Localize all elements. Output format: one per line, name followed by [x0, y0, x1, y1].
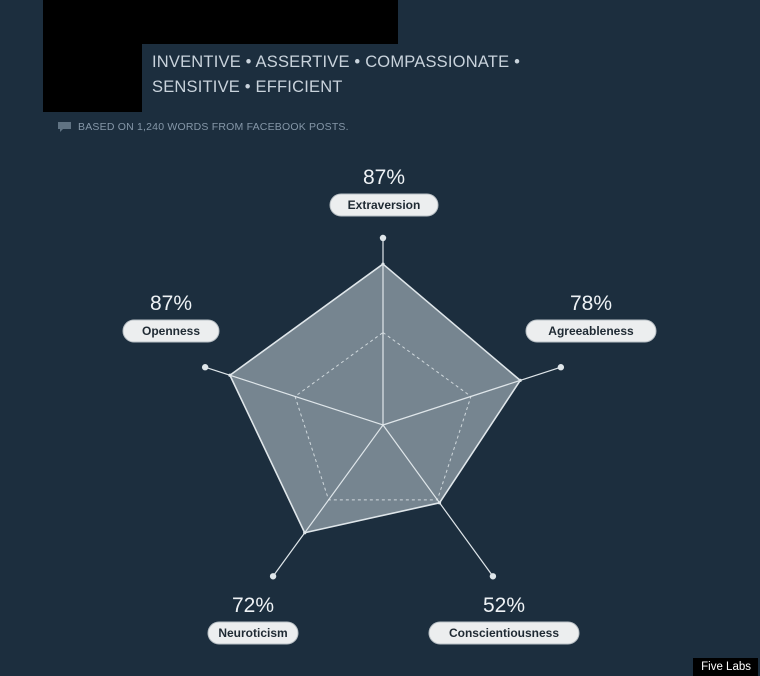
data-point	[381, 262, 385, 266]
data-area	[229, 263, 522, 534]
category-label: Agreeableness	[548, 324, 634, 338]
source-note: BASED ON 1,240 WORDS FROM FACEBOOK POSTS…	[58, 121, 349, 133]
redacted-photo	[43, 0, 142, 112]
source-note-text: BASED ON 1,240 WORDS FROM FACEBOOK POSTS…	[78, 121, 349, 133]
speech-bubble-icon	[58, 122, 71, 132]
axis-end-dot	[557, 364, 565, 371]
axis-end-dot	[269, 573, 277, 580]
category-pill	[207, 621, 299, 645]
axis-end-dot	[201, 364, 209, 371]
value-label: 87%	[363, 166, 405, 189]
trait-summary: INVENTIVE • ASSERTIVE • COMPASSIONATE • …	[152, 50, 520, 100]
traits-line-2: SENSITIVE • EFFICIENT	[152, 78, 343, 96]
axis-line	[382, 424, 494, 577]
data-point	[228, 373, 232, 377]
axis-line	[272, 424, 384, 577]
axis-line	[382, 366, 562, 426]
category-label: Conscientiousness	[449, 626, 559, 640]
category-pill	[525, 319, 657, 343]
footer-credit: Five Labs	[693, 658, 758, 676]
axis-line	[204, 366, 384, 426]
data-point	[518, 378, 522, 383]
category-label: Neuroticism	[218, 626, 287, 640]
category-pill	[329, 193, 439, 217]
value-label: 72%	[232, 594, 274, 617]
value-label: 52%	[483, 594, 525, 617]
category-pill	[428, 621, 580, 645]
value-label: 78%	[570, 292, 612, 315]
data-point	[303, 531, 307, 535]
category-label: Extraversion	[348, 198, 421, 212]
category-pill	[122, 319, 220, 343]
data-point	[437, 501, 442, 505]
value-label: 87%	[150, 292, 192, 315]
category-label: Openness	[142, 324, 200, 338]
axis-end-dot	[489, 573, 497, 580]
reference-ring	[294, 331, 472, 501]
redacted-name	[142, 0, 398, 44]
traits-line-1: INVENTIVE • ASSERTIVE • COMPASSIONATE •	[152, 53, 521, 71]
axis-end-dot	[379, 234, 387, 242]
